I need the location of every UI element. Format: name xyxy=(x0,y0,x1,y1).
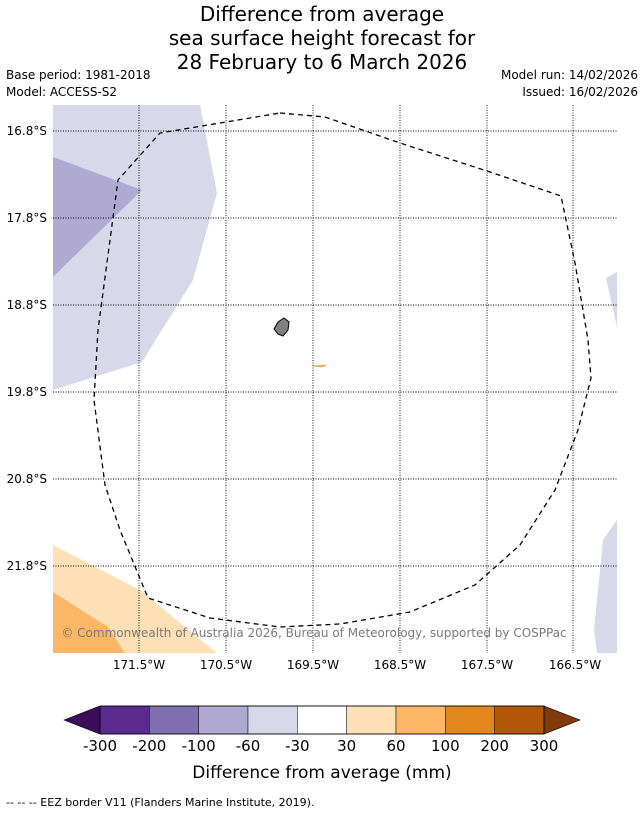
colorbar-segment xyxy=(297,705,347,735)
colorbar-segment xyxy=(445,705,495,735)
title-line-2: sea surface height forecast for xyxy=(168,26,476,50)
lon-label: 169.5°W xyxy=(287,658,339,672)
colorbar-segment xyxy=(149,705,199,735)
lat-label: 19.8°S xyxy=(7,385,47,399)
anomaly-region-minus60-100 xyxy=(53,157,142,277)
chart-title: Difference from average sea surface heig… xyxy=(0,2,644,74)
lat-label: 18.8°S xyxy=(7,298,47,312)
title-line-1: Difference from average xyxy=(199,2,445,26)
colorbar-tick-label: -60 xyxy=(236,737,261,755)
lat-label: 17.8°S xyxy=(7,211,47,225)
title-line-3: 28 February to 6 March 2026 xyxy=(176,50,468,74)
map-area xyxy=(53,105,617,653)
lat-label: 20.8°S xyxy=(7,472,47,486)
colorbar-tick-label: 100 xyxy=(431,737,460,755)
lon-label: 166.5°W xyxy=(549,658,601,672)
reef-mark xyxy=(312,364,327,368)
model-run: Model run: 14/02/2026 xyxy=(500,68,638,82)
island-shape xyxy=(273,317,290,337)
gridlines xyxy=(53,105,617,653)
eez-legend-note: -- -- -- EEZ border V11 (Flanders Marine… xyxy=(6,796,315,809)
anomaly-region-minus30-60-east-lower xyxy=(594,520,617,653)
lon-label: 167.5°W xyxy=(461,658,513,672)
colorbar-over-arrow xyxy=(543,705,581,735)
colorbar-tick-label: 60 xyxy=(386,737,405,755)
colorbar-under-arrow xyxy=(63,705,101,735)
anomaly-region-60-100 xyxy=(53,592,125,653)
colorbar-tick-label: -100 xyxy=(182,737,216,755)
anomaly-region-minus30-60-east-upper xyxy=(606,272,617,327)
meta-right: Model run: 14/02/2026 Issued: 16/02/2026 xyxy=(501,67,638,101)
lon-label: 170.5°W xyxy=(200,658,252,672)
colorbar-segment xyxy=(99,705,150,735)
model-name: Model: ACCESS-S2 xyxy=(6,85,118,99)
colorbar-tick-label: -30 xyxy=(285,737,310,755)
issued-date: Issued: 16/02/2026 xyxy=(522,85,638,99)
colorbar-segment xyxy=(346,705,397,735)
lat-label: 16.8°S xyxy=(7,124,47,138)
colorbar-tick-label: 200 xyxy=(480,737,509,755)
colorbar-segment xyxy=(247,705,298,735)
colorbar-title: Difference from average (mm) xyxy=(192,763,451,783)
colorbar-segment xyxy=(198,705,249,735)
colorbar-segment xyxy=(395,705,446,735)
latitude-labels: 16.8°S 17.8°S 18.8°S 19.8°S 20.8°S 21.8°… xyxy=(7,124,47,573)
colorbar: -300 -200 -100 -60 -30 30 60 100 200 300 Differen… xyxy=(63,705,581,783)
lon-label: 171.5°W xyxy=(113,658,165,672)
colorbar-tick-label: -300 xyxy=(83,737,117,755)
base-period: Base period: 1981-2018 xyxy=(6,68,151,82)
colorbar-tick-label: 300 xyxy=(530,737,559,755)
colorbar-tick-label: 30 xyxy=(337,737,356,755)
lat-label: 21.8°S xyxy=(7,559,47,573)
colorbar-tick-label: -200 xyxy=(132,737,166,755)
lon-label: 168.5°W xyxy=(374,658,426,672)
copyright-notice: © Commonwealth of Australia 2026, Bureau… xyxy=(61,626,566,640)
colorbar-outline xyxy=(99,705,545,735)
longitude-labels: 171.5°W 170.5°W 169.5°W 168.5°W 167.5°W … xyxy=(113,658,601,672)
meta-left: Base period: 1981-2018 Model: ACCESS-S2 xyxy=(6,67,151,101)
colorbar-segment xyxy=(494,705,545,735)
